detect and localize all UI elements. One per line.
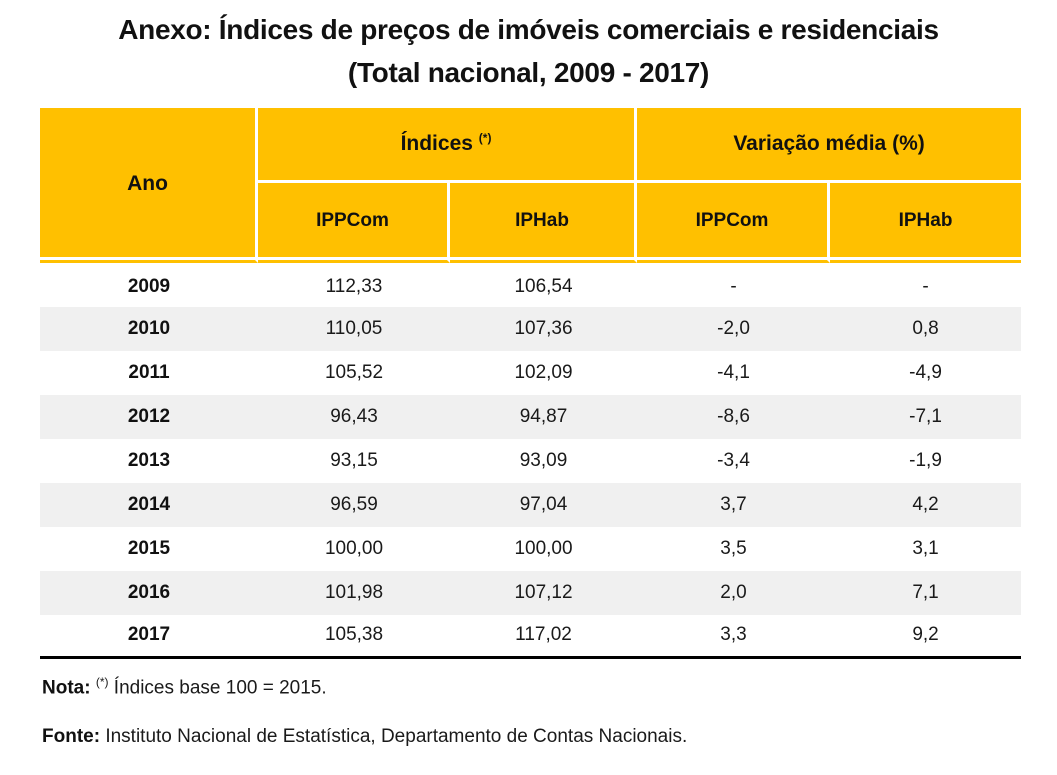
table-row: 2011 105,52 102,09 -4,1 -4,9 [40,351,1021,395]
header-group-indices-label: Índices [400,132,473,156]
value-cell: 4,2 [830,482,1022,527]
value-cell: - [922,275,929,297]
source-label: Fonte: [42,725,101,747]
value-cell: 3,1 [912,537,939,559]
value-cell: -4,1 [717,361,750,383]
value-cell: 106,54 [514,275,573,297]
header-group-indices-footnote-marker: (*) [478,131,492,146]
year-cell: 2011 [128,361,170,383]
value-cell: 0,8 [830,306,1022,351]
value-cell: 2,0 [637,570,831,615]
table-row: 2012 96,43 94,87 -8,6 -7,1 [40,394,1022,439]
value-cell: 112,33 [325,275,383,297]
year-cell: 2010 [40,306,258,351]
value-cell: -4,9 [909,361,942,383]
value-cell: 96,59 [258,482,450,527]
table-row: 2010 110,05 107,36 -2,0 0,8 [40,306,1022,351]
table-row: 2014 96,59 97,04 3,7 4,2 [40,482,1022,527]
value-cell: 105,38 [258,615,450,659]
value-cell: 101,98 [258,570,450,615]
value-cell: 7,1 [830,570,1022,615]
table-row: 2009 112,33 106,54 - - [40,263,1021,307]
value-cell: 3,5 [720,537,747,559]
value-cell: 93,09 [519,449,568,471]
source-text: Instituto Nacional de Estatística, Depar… [100,725,688,747]
header-cell-iphab-indices: IPHab [450,182,638,263]
year-cell: 2013 [127,449,171,471]
table-row: 2016 101,98 107,12 2,0 7,1 [40,570,1022,615]
table-body: 2009 112,33 106,54 - - 2010 110,05 107,36 -2,0 0,… [40,263,1022,659]
value-cell: 117,02 [450,615,638,659]
value-cell: 105,52 [324,361,384,383]
note-line: Nota: (*) Índices base 100 = 2015. [42,675,1021,701]
table-notes: Nota: (*) Índices base 100 = 2015. Fonte… [42,675,1021,750]
table-row: 2017 105,38 117,02 3,3 9,2 [40,615,1022,659]
source-line: Fonte: Instituto Nacional de Estatística… [42,725,1021,750]
note-footnote-marker: (*) [95,674,109,689]
year-cell: 2012 [40,394,258,439]
table-row: 2013 93,15 93,09 -3,4 -1,9 [40,439,1021,483]
value-cell: -3,4 [717,449,750,471]
value-cell: 96,43 [258,394,450,439]
value-cell: 100,00 [324,537,384,559]
header-group-indices: Índices (*) [258,107,638,183]
value-cell: 94,87 [450,394,638,439]
value-cell: -1,9 [909,449,942,471]
value-cell: 93,15 [330,449,378,471]
value-cell: 9,2 [830,615,1022,659]
header-cell-ippcom-variation: IPPCom [637,182,831,263]
title-line-2: (Total nacional, 2009 - 2017) [347,57,710,89]
year-cell: 2009 [127,275,171,297]
header-cell-iphab-variation: IPHab [830,182,1022,263]
value-cell: 97,04 [450,482,638,527]
year-cell: 2015 [127,537,171,559]
table-container: Ano Índices (*) Variação média (%) IPPCo… [40,107,1022,659]
table-header: Ano Índices (*) Variação média (%) IPPCo… [40,107,1022,263]
title-line-1: Anexo: Índices de preços de imóveis come… [118,14,939,45]
value-cell: -8,6 [637,394,831,439]
value-cell: 3,7 [637,482,831,527]
page-title: Anexo: Índices de preços de imóveis come… [0,8,1057,95]
note-label: Nota: [42,677,91,699]
value-cell: -7,1 [830,394,1022,439]
header-cell-year: Ano [40,107,258,263]
value-cell: 100,00 [514,537,573,559]
year-cell: 2014 [40,482,258,527]
year-cell: 2017 [40,615,258,659]
header-cell-ippcom-indices: IPPCom [258,182,450,263]
value-cell: 110,05 [258,306,450,351]
year-cell: 2016 [40,570,258,615]
note-text: Índices base 100 = 2015. [108,677,327,699]
header-group-variation: Variação média (%) [637,107,1022,183]
value-cell: 3,3 [637,615,831,659]
indices-table: Ano Índices (*) Variação média (%) IPPCo… [40,107,1022,659]
value-cell: 107,12 [450,570,638,615]
table-row: 2015 100,00 100,00 3,5 3,1 [40,527,1021,571]
value-cell: - [730,275,737,297]
value-cell: -2,0 [637,306,831,351]
value-cell: 107,36 [450,306,638,351]
value-cell: 102,09 [514,361,573,383]
